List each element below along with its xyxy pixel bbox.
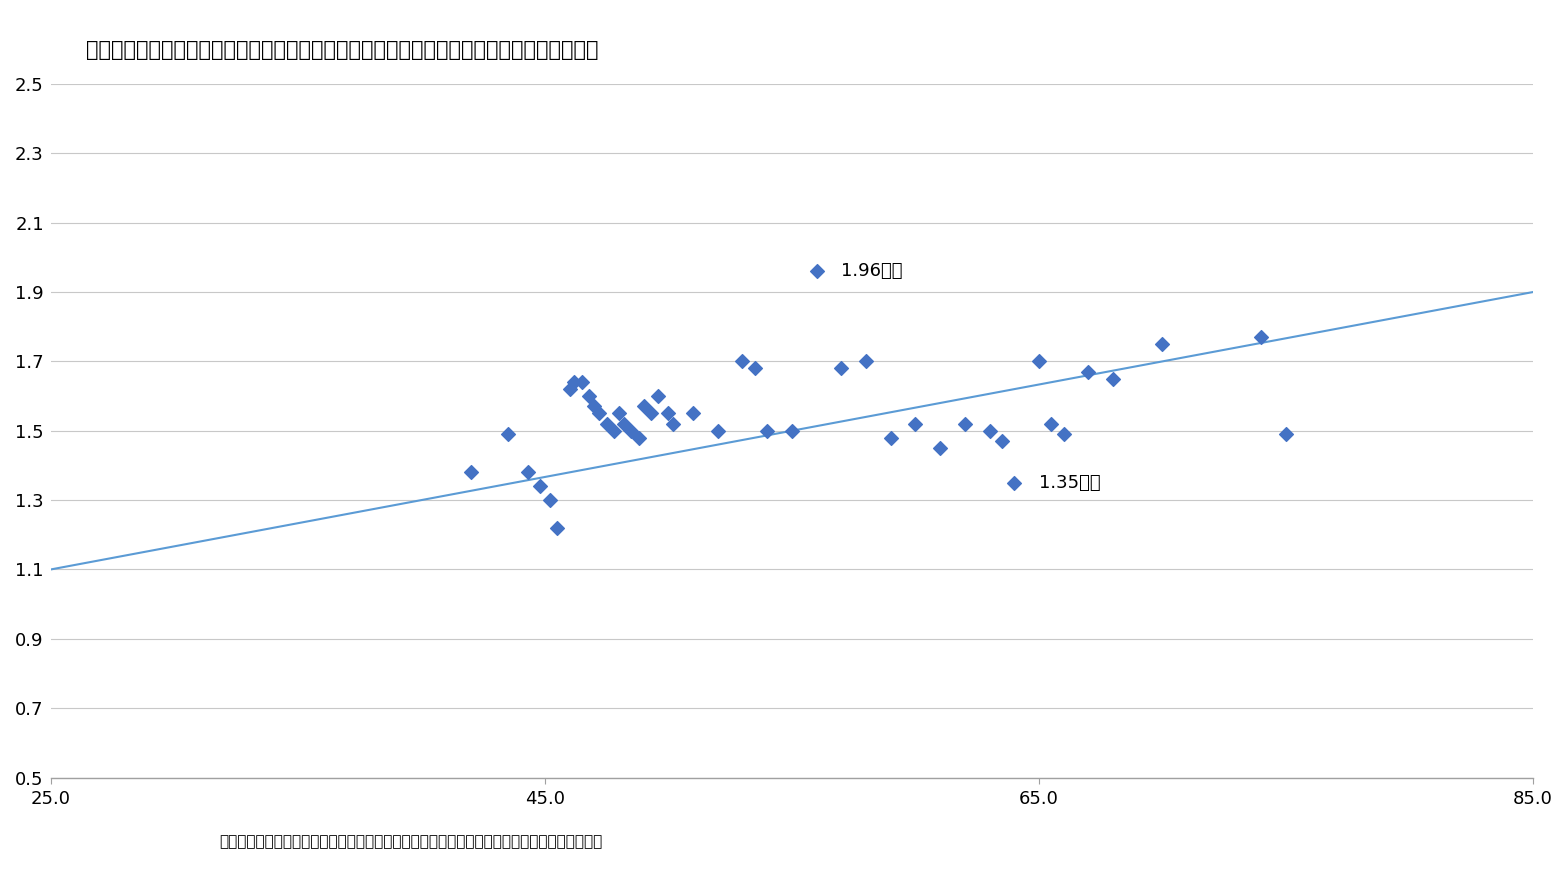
Point — [544, 520, 569, 535]
Point — [681, 406, 706, 420]
Point — [742, 361, 767, 375]
Point — [630, 399, 655, 413]
Point — [829, 361, 855, 375]
Point — [458, 466, 483, 480]
Point — [569, 375, 594, 389]
Point — [626, 431, 651, 445]
Point — [903, 417, 928, 431]
Point — [952, 417, 977, 431]
Point — [514, 466, 539, 480]
Point — [619, 424, 644, 438]
Point — [1248, 330, 1273, 344]
Point — [977, 424, 1002, 438]
Point — [612, 417, 637, 431]
Point — [582, 399, 607, 413]
Point — [779, 424, 804, 438]
Point — [1273, 427, 1298, 442]
Point — [594, 417, 619, 431]
Point — [655, 406, 681, 420]
Point — [1038, 417, 1063, 431]
Point — [1076, 365, 1101, 379]
Point — [557, 382, 582, 396]
Point — [602, 424, 627, 438]
Point — [1101, 372, 1126, 386]
Point — [1002, 476, 1027, 490]
Point — [660, 417, 685, 431]
Text: 1.35京都: 1.35京都 — [1040, 473, 1101, 492]
Text: 1.96沖縄: 1.96沖縄 — [842, 262, 903, 281]
Point — [561, 375, 586, 389]
Point — [989, 434, 1014, 448]
Point — [804, 264, 829, 278]
Point — [928, 441, 953, 455]
Point — [1149, 337, 1174, 351]
Point — [878, 431, 903, 445]
Text: 資料）総務省「平成２４年　就業基本構造調査」、厚生労働省「人口動態統計」より筆者作成: 資料）総務省「平成２４年 就業基本構造調査」、厚生労働省「人口動態統計」より筆者… — [220, 835, 602, 850]
Point — [638, 406, 663, 420]
Point — [495, 427, 521, 442]
Point — [646, 389, 671, 404]
Point — [527, 479, 552, 493]
Point — [731, 354, 756, 368]
Point — [1027, 354, 1052, 368]
Point — [538, 493, 563, 507]
Point — [853, 354, 878, 368]
Point — [586, 406, 612, 420]
Point — [754, 424, 779, 438]
Point — [577, 389, 602, 404]
Point — [1051, 427, 1076, 442]
Text: 【図表１】都道府県別　有業母率と合計特殊出生率の相関関係（縦：出生率・横：有業率）: 【図表１】都道府県別 有業母率と合計特殊出生率の相関関係（縦：出生率・横：有業率… — [86, 40, 599, 60]
Point — [706, 424, 731, 438]
Point — [607, 406, 632, 420]
